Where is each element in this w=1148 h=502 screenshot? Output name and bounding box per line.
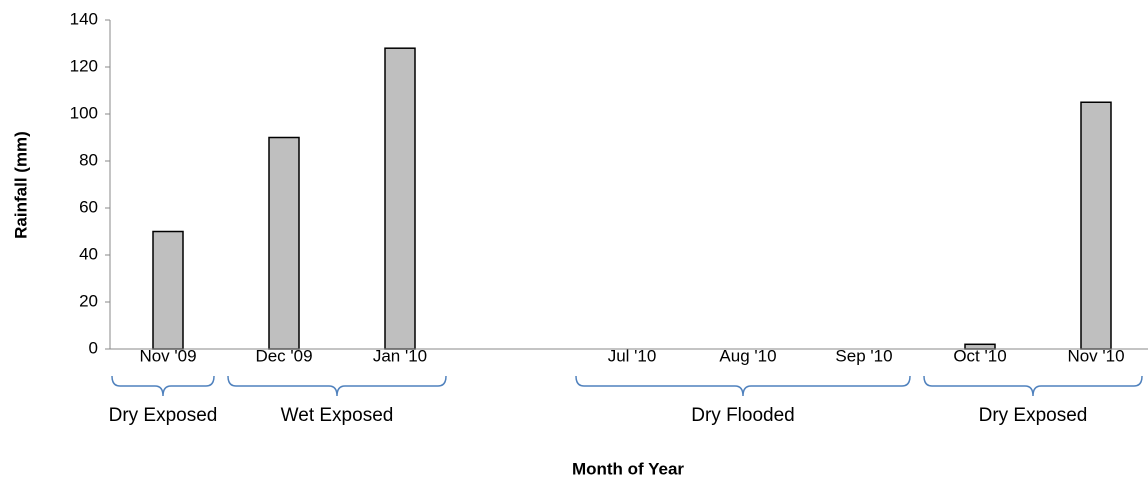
y-tick-label: 100 [70, 103, 98, 122]
x-axis-title: Month of Year [572, 459, 684, 478]
group-label: Wet Exposed [281, 405, 394, 426]
group-brace [923, 375, 1143, 397]
bar [384, 47, 416, 350]
x-tick-label: Nov '10 [1067, 346, 1124, 365]
bar [152, 230, 184, 350]
group-brace [575, 375, 911, 397]
y-tick-label: 0 [89, 338, 98, 357]
group-label: Dry Flooded [691, 405, 795, 426]
y-tick-label: 80 [79, 150, 98, 169]
x-tick-label: Sep '10 [835, 346, 892, 365]
group-label: Dry Exposed [109, 405, 218, 426]
x-tick-label: Dec '09 [255, 346, 312, 365]
x-tick-label: Jul '10 [608, 346, 657, 365]
group-label: Dry Exposed [979, 405, 1088, 426]
bar [1080, 101, 1112, 350]
y-tick-label: 60 [79, 197, 98, 216]
group-brace [111, 375, 215, 397]
y-tick-label: 120 [70, 56, 98, 75]
y-axis-title: Rainfall (mm) [11, 131, 30, 239]
group-brace [227, 375, 447, 397]
y-tick-label: 20 [79, 291, 98, 310]
y-tick-label: 40 [79, 244, 98, 263]
x-tick-label: Aug '10 [719, 346, 776, 365]
bar [268, 136, 300, 350]
x-tick-label: Oct '10 [953, 346, 1006, 365]
x-tick-label: Jan '10 [373, 346, 427, 365]
y-tick-label: 140 [70, 9, 98, 28]
bar [964, 343, 996, 350]
x-tick-label: Nov '09 [139, 346, 196, 365]
